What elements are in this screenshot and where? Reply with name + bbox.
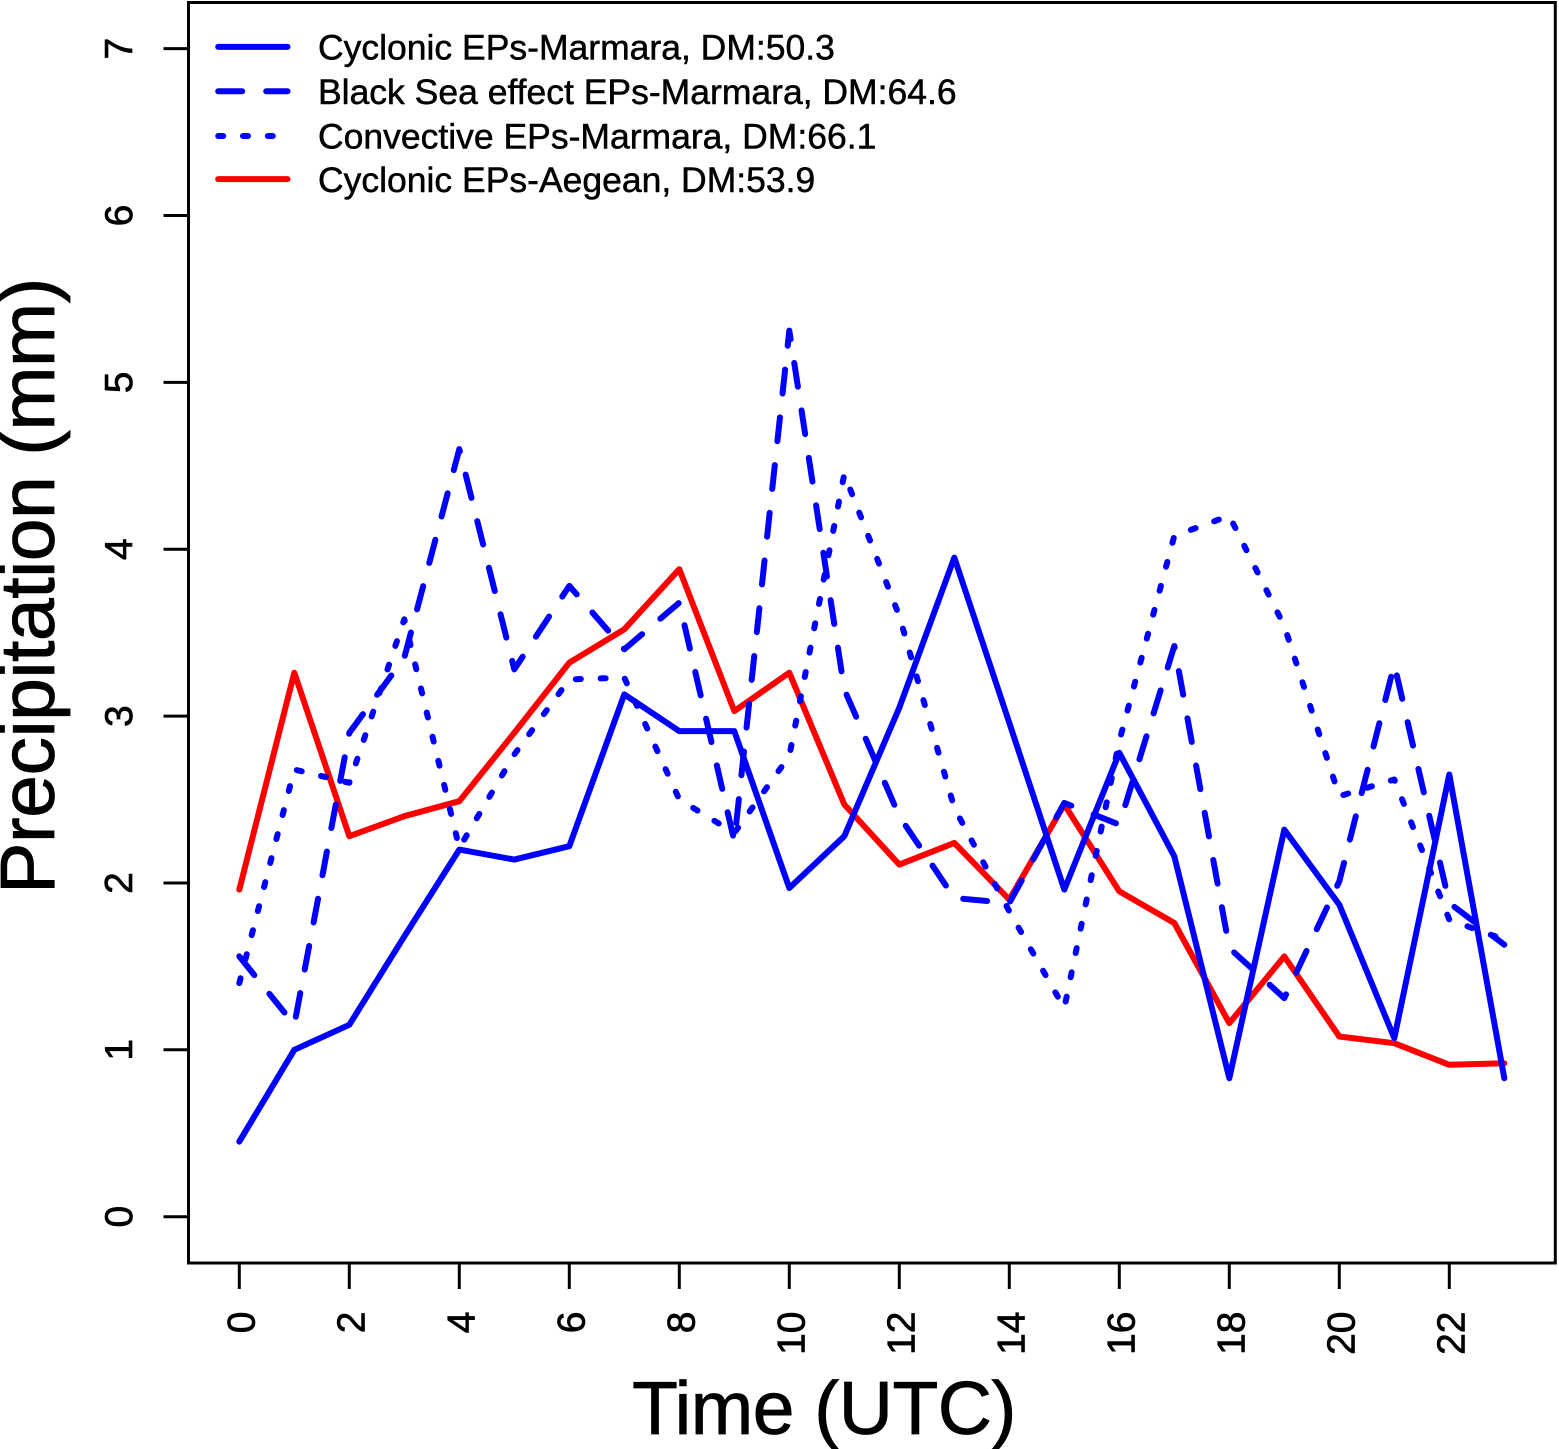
svg-text:6: 6 — [551, 1312, 594, 1334]
svg-text:14: 14 — [991, 1312, 1034, 1355]
svg-text:4: 4 — [441, 1312, 484, 1334]
svg-text:5: 5 — [98, 372, 141, 394]
svg-text:Precipitation (mm): Precipitation (mm) — [0, 278, 71, 894]
svg-text:7: 7 — [98, 38, 141, 60]
svg-text:8: 8 — [661, 1312, 704, 1334]
svg-text:0: 0 — [98, 1206, 141, 1228]
svg-text:Cyclonic EPs-Aegean, DM:53.9: Cyclonic EPs-Aegean, DM:53.9 — [318, 160, 815, 200]
svg-text:20: 20 — [1321, 1312, 1364, 1355]
svg-text:2: 2 — [331, 1312, 374, 1334]
svg-text:12: 12 — [881, 1312, 924, 1355]
svg-text:10: 10 — [771, 1312, 814, 1355]
svg-text:4: 4 — [98, 538, 141, 560]
svg-text:2: 2 — [98, 872, 141, 894]
svg-text:16: 16 — [1101, 1312, 1144, 1355]
svg-text:Black Sea effect EPs-Marmara,: Black Sea effect EPs-Marmara, DM:64.6 — [318, 72, 957, 112]
svg-text:1: 1 — [98, 1039, 141, 1061]
svg-text:0: 0 — [221, 1312, 264, 1334]
svg-text:Time (UTC): Time (UTC) — [632, 1366, 1016, 1449]
svg-text:3: 3 — [98, 705, 141, 727]
svg-text:22: 22 — [1431, 1312, 1474, 1355]
svg-text:18: 18 — [1211, 1312, 1254, 1355]
svg-text:Cyclonic EPs-Marmara, DM:50.3: Cyclonic EPs-Marmara, DM:50.3 — [318, 28, 835, 68]
svg-text:Convective EPs-Marmara, DM:66.: Convective EPs-Marmara, DM:66.1 — [318, 117, 876, 157]
svg-text:6: 6 — [98, 205, 141, 227]
